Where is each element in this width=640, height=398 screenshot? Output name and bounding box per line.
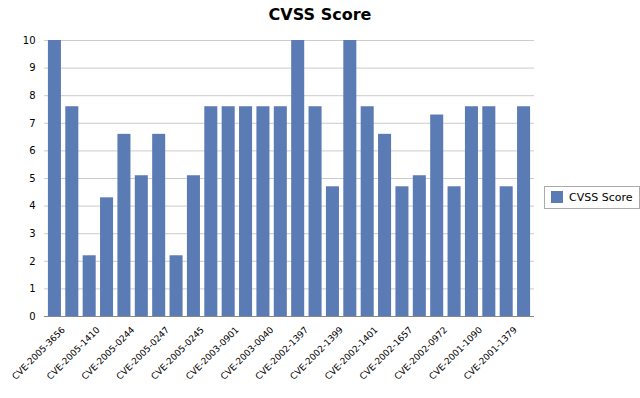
svg-text:8: 8 (29, 90, 35, 101)
svg-text:CVE-2005-1410: CVE-2005-1410 (44, 324, 102, 382)
svg-text:5: 5 (29, 173, 35, 184)
svg-text:CVE-2002-1397: CVE-2002-1397 (253, 324, 311, 382)
svg-text:CVE-2002-1657: CVE-2002-1657 (357, 324, 415, 382)
svg-text:CVE-2001-1090: CVE-2001-1090 (427, 324, 485, 382)
svg-text:4: 4 (29, 200, 35, 211)
html-text:CVSS Score: CVSS Score (569, 190, 633, 204)
svg-text:CVE-2003-0040: CVE-2003-0040 (218, 324, 276, 382)
svg-text:CVE-2005-0244: CVE-2005-0244 (79, 324, 137, 382)
svg-text:CVE-2003-0901: CVE-2003-0901 (183, 324, 241, 382)
svg-text:CVE-2002-1399: CVE-2002-1399 (288, 324, 346, 382)
svg-text:CVE-2005-0247: CVE-2005-0247 (114, 324, 172, 382)
svg-text:CVE-2001-1379: CVE-2001-1379 (462, 325, 519, 382)
html-text:CVSS Score: CVSS Score (268, 5, 372, 24)
svg-text:3: 3 (29, 228, 35, 239)
svg-text:CVE-2005-0245: CVE-2005-0245 (149, 324, 207, 382)
svg-text:10: 10 (23, 35, 36, 46)
svg-text:CVE-2005-3656: CVE-2005-3656 (10, 324, 68, 382)
svg-text:0: 0 (29, 311, 35, 322)
svg-text:9: 9 (29, 62, 35, 73)
svg-text:CVE-2002-0972: CVE-2002-0972 (392, 324, 450, 382)
svg-text:6: 6 (29, 145, 35, 156)
svg-text:2: 2 (29, 256, 35, 267)
svg-text:7: 7 (29, 118, 35, 129)
svg-text:1: 1 (29, 283, 35, 294)
svg-text:CVE-2002-1401: CVE-2002-1401 (323, 324, 380, 382)
